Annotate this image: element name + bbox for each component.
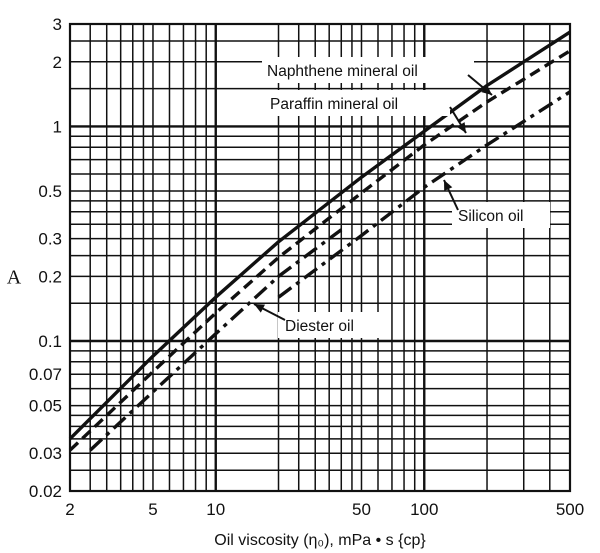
- y-tick-label: 0.2: [38, 267, 62, 286]
- label-background-naphthene-mineral-oil: [262, 57, 474, 83]
- x-tick-label: 10: [206, 500, 225, 519]
- plot-frame: [68, 22, 572, 493]
- y-tick-label: 1: [53, 117, 62, 136]
- series-label-diester-oil: Diester oil: [285, 318, 354, 335]
- series-line-silicon-oil: [277, 90, 571, 299]
- x-tick-label: 2: [65, 500, 74, 519]
- series-label-paraffin-mineral-oil: Paraffin mineral oil: [270, 96, 398, 113]
- label-background-silicon-oil: [452, 202, 550, 228]
- y-tick-label: 3: [53, 15, 62, 34]
- leader-arrowhead-diester-oil: [254, 304, 265, 313]
- series-line-paraffin-mineral-oil: [68, 49, 571, 452]
- y-tick-label: 0.03: [29, 444, 62, 463]
- y-tick-label: 2: [53, 53, 62, 72]
- y-tick-label: 0.02: [29, 482, 62, 501]
- label-background-diester-oil: [278, 312, 382, 338]
- series-lines: [68, 30, 571, 452]
- x-tick-label: 5: [148, 500, 157, 519]
- series-label-silicon-oil: Silicon oil: [458, 208, 523, 225]
- y-tick-label: 0.1: [38, 332, 62, 351]
- y-tick-label: 0.5: [38, 182, 62, 201]
- label-background-paraffin-mineral-oil: [266, 90, 450, 116]
- series-line-naphthene-mineral-oil: [68, 30, 571, 441]
- x-tick-label: 50: [352, 500, 371, 519]
- y-tick-label: 0.07: [29, 365, 62, 384]
- leader-arrowhead-silicon-oil: [444, 180, 453, 191]
- leader-arrowhead-paraffin-mineral-oil: [456, 122, 466, 133]
- series-annotations: Naphthene mineral oil Paraffin mineral oi…: [253, 57, 550, 338]
- tick-labels: 2 5 10 50 100 500 0.02 0.03 0.05 0.07 0.1 0.2 0.3 0.5…: [29, 15, 584, 519]
- x-tick-label: 500: [556, 500, 584, 519]
- leader-arrowhead-naphthene-mineral-oil: [481, 85, 492, 95]
- series-label-naphthene-mineral-oil: Naphthene mineral oil: [267, 63, 418, 80]
- y-axis-title: A: [7, 266, 22, 288]
- y-tick-label: 0.3: [38, 230, 62, 249]
- y-tick-label: 0.05: [29, 397, 62, 416]
- x-axis-title: Oil viscosity (η₀), mPa • s {cp}: [214, 532, 426, 549]
- series-line-diester-oil: [89, 228, 343, 452]
- x-tick-label: 100: [410, 500, 438, 519]
